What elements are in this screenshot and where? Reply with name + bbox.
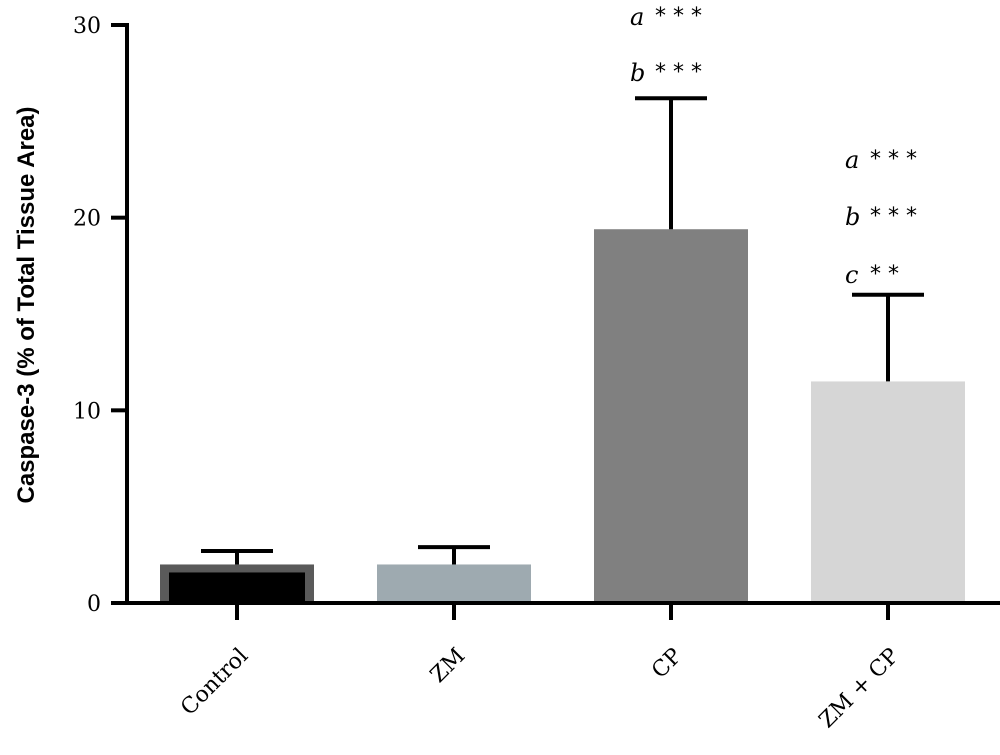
y-tick-label-30: 30 bbox=[73, 14, 101, 39]
annotation-zm-cp-stars-a: * * * bbox=[870, 147, 917, 172]
y-tick-label-0: 0 bbox=[87, 592, 101, 617]
annotation-zm-cp-letter-a: a bbox=[845, 146, 859, 174]
annotation-zm-cp-letter-c: c bbox=[845, 261, 858, 289]
x-label-zm-cp: ZM + CP bbox=[815, 643, 905, 733]
bar-zm-cp bbox=[811, 381, 965, 603]
bar-control bbox=[169, 572, 305, 603]
annotation-zm-cp-stars-b: * * * bbox=[870, 204, 917, 229]
annotations-group: a * * * b * * * a * * * b * * * c * * bbox=[630, 3, 917, 289]
y-axis-title: Caspase-3 (% of Total Tissue Area) bbox=[13, 106, 40, 503]
annotation-cp-stars-a: * * * bbox=[655, 4, 702, 29]
y-ticks-group: 0 10 20 30 bbox=[73, 14, 127, 617]
axes-group bbox=[125, 23, 1000, 620]
annotation-zm-cp-letter-b: b bbox=[845, 203, 860, 231]
error-bars-group bbox=[201, 96, 924, 565]
bar-cp bbox=[594, 229, 748, 603]
annotation-cp-letter-a: a bbox=[630, 3, 644, 31]
x-label-cp: CP bbox=[647, 643, 687, 683]
x-label-control: Control bbox=[176, 644, 253, 721]
bar-zm bbox=[377, 564, 531, 603]
annotation-cp-stars-b: * * * bbox=[655, 60, 702, 85]
x-categories-group: Control ZM CP ZM + CP bbox=[176, 643, 904, 733]
annotation-cp-letter-b: b bbox=[630, 59, 645, 87]
y-tick-label-20: 20 bbox=[73, 207, 101, 232]
y-tick-label-10: 10 bbox=[73, 399, 101, 424]
annotation-zm-cp-stars-c: * * bbox=[870, 262, 899, 287]
x-label-zm: ZM bbox=[426, 644, 470, 688]
bars-group bbox=[160, 229, 965, 603]
